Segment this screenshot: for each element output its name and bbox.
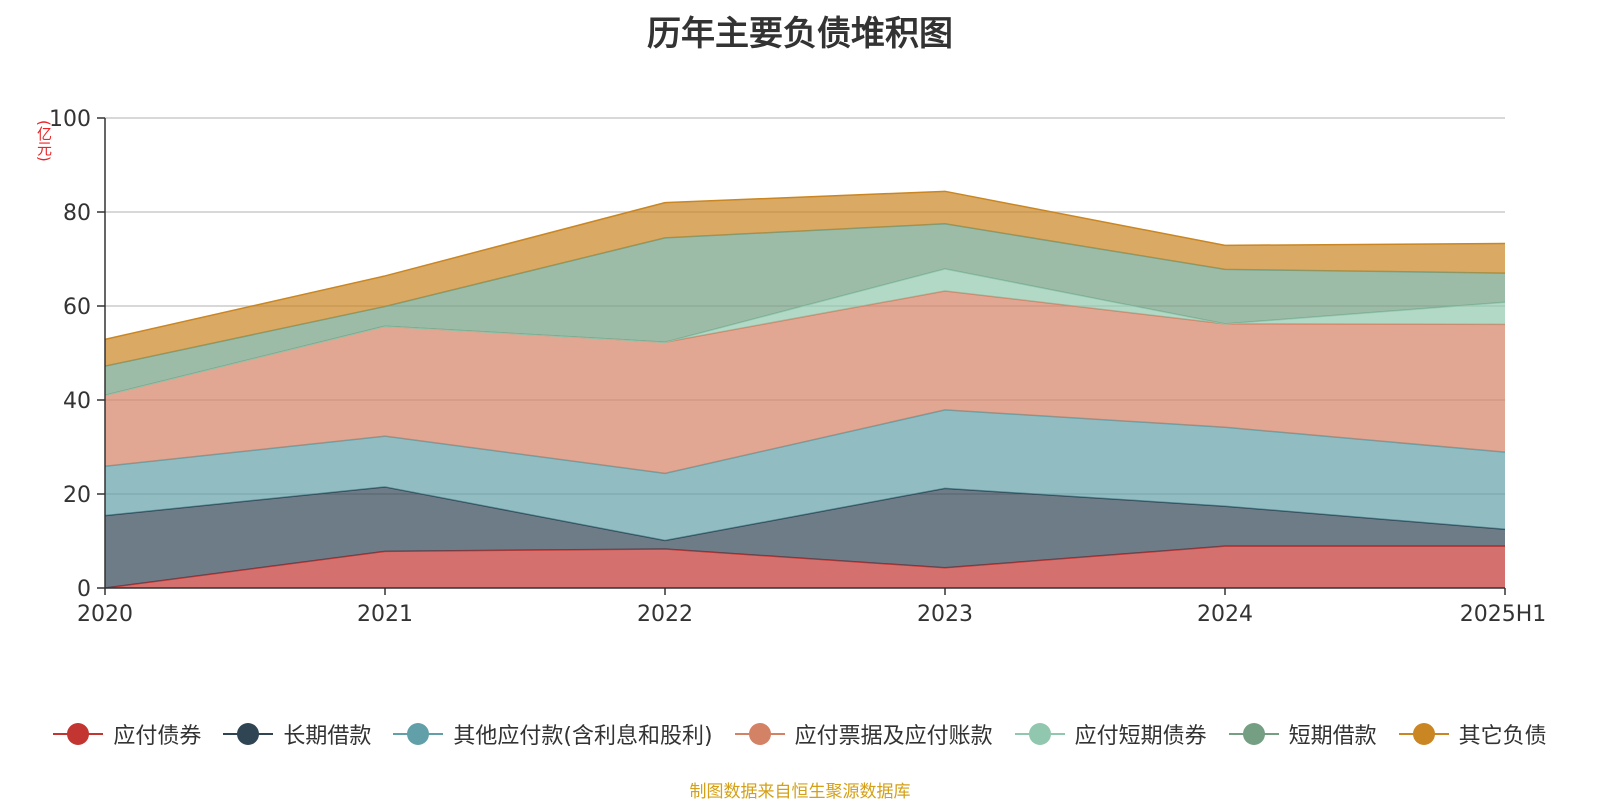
legend-item[interactable]: 应付债券 xyxy=(53,718,201,750)
x-tick-label: 2022 xyxy=(637,602,693,627)
axes: 0 20 40 60 80 100 2020 2021 2022 2023 2024 2025H1 xyxy=(49,107,1546,627)
legend-item[interactable]: 应付票据及应付账款 xyxy=(734,718,993,750)
legend-label: 应付票据及应付账款 xyxy=(794,724,993,749)
series-area xyxy=(105,486,1505,588)
legend-label: 长期借款 xyxy=(283,724,372,749)
legend-label: 应付债券 xyxy=(113,724,202,749)
chart-title: 历年主要负债堆积图 xyxy=(647,14,953,54)
series-area xyxy=(105,290,1505,474)
legend-marker-icon xyxy=(734,722,785,746)
x-tick-label: 2021 xyxy=(357,602,413,627)
y-tick-label: 0 xyxy=(77,577,91,602)
series-line xyxy=(104,190,1506,341)
legend-item[interactable]: 其他应付款(含利息和股利) xyxy=(393,718,713,750)
legend-marker-icon xyxy=(393,722,444,746)
legend-label: 短期借款 xyxy=(1288,724,1377,749)
y-tick-label: 100 xyxy=(49,107,91,132)
legend-marker-icon xyxy=(1014,722,1065,746)
legend-marker-icon xyxy=(1398,722,1449,746)
x-tick-label: 2023 xyxy=(917,602,973,627)
legend-label: 应付短期债券 xyxy=(1074,724,1207,749)
legend: 应付债券 长期借款 其他应付款(含利息和股利) 应付票据及应付账款 应付短期债券 短期借款… xyxy=(0,718,1600,750)
legend-item[interactable]: 应付短期债券 xyxy=(1014,718,1207,750)
legend-label: 其它负债 xyxy=(1458,724,1547,749)
series-area xyxy=(105,409,1505,541)
x-tick-label: 2024 xyxy=(1197,602,1253,627)
series-area xyxy=(105,546,1505,588)
legend-item[interactable]: 长期借款 xyxy=(223,718,371,750)
y-tick-label: 60 xyxy=(63,295,91,320)
legend-marker-icon xyxy=(1228,722,1279,746)
y-tick-label: 80 xyxy=(63,201,91,226)
series-areas xyxy=(104,190,1506,589)
y-axis-unit-label: (亿元) xyxy=(35,120,53,162)
series-area xyxy=(105,223,1505,396)
x-tick-label: 2025H1 xyxy=(1460,602,1547,627)
legend-item[interactable]: 其它负债 xyxy=(1398,718,1547,750)
source-note: 制图数据来自恒生聚源数据库 xyxy=(689,782,911,802)
legend-item[interactable]: 短期借款 xyxy=(1228,718,1377,750)
legend-marker-icon xyxy=(53,722,104,746)
legend-marker-icon xyxy=(223,722,274,746)
series-area xyxy=(105,191,1505,367)
y-tick-label: 40 xyxy=(63,389,91,414)
x-tick-label: 2020 xyxy=(77,602,133,627)
legend-label: 其他应付款(含利息和股利) xyxy=(453,724,713,749)
y-tick-label: 20 xyxy=(63,483,91,508)
